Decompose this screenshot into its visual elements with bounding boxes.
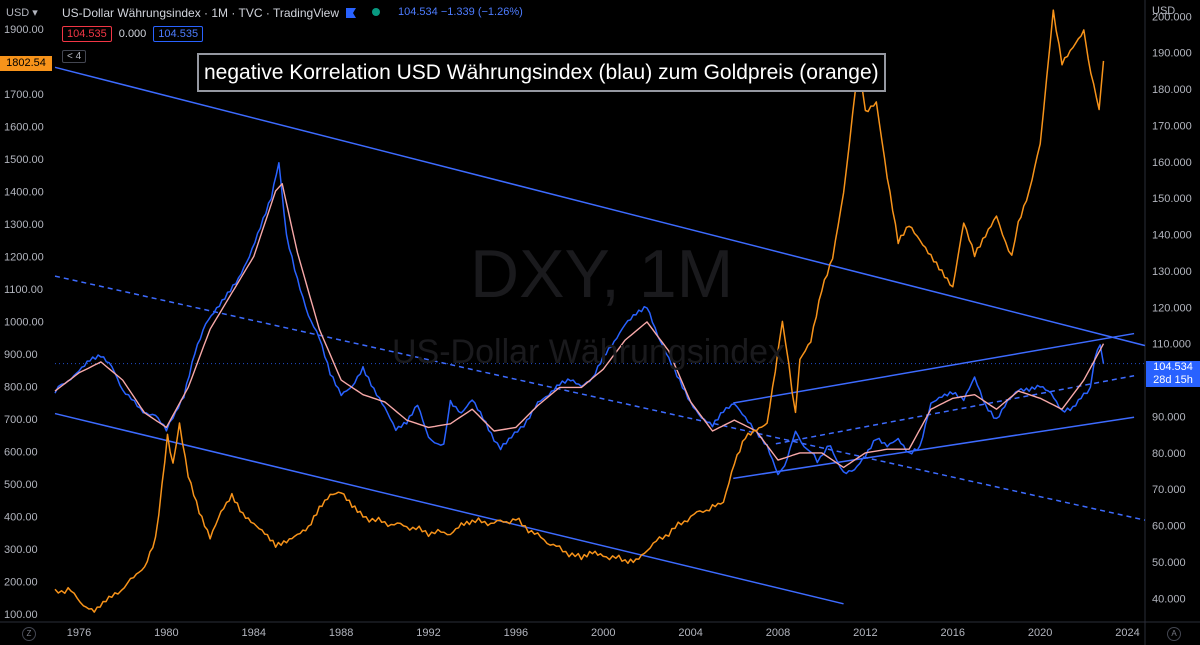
market-status-icon (372, 8, 380, 16)
left-tick-label: 1200.00 (4, 252, 44, 264)
flag-icon[interactable] (346, 8, 356, 18)
right-tick-label: 40.000 (1152, 593, 1186, 605)
time-tick-label: 1976 (67, 627, 91, 639)
right-tick-label: 160.000 (1152, 157, 1192, 169)
right-tick-label: 140.000 (1152, 230, 1192, 242)
left-tick-label: 400.00 (4, 511, 38, 523)
right-axis: 200.000 190.000 180.000 170.000 160.000 150.0… (1144, 0, 1192, 645)
left-tick-label: 1700.00 (4, 89, 44, 101)
right-tick-label: 60.000 (1152, 521, 1186, 533)
dxy-moving-average-line (54, 182, 1105, 469)
left-tick-label: 1400.00 (4, 187, 44, 199)
time-tick-label: 1992 (416, 627, 440, 639)
time-tick-label: 2012 (853, 627, 877, 639)
left-tick-label: 1500.00 (4, 154, 44, 166)
spread-value: 0.000 (118, 28, 147, 40)
time-tick-label: 2004 (678, 627, 702, 639)
right-tick-label: 50.000 (1152, 557, 1186, 569)
left-tick-label: 900.00 (4, 349, 38, 361)
auto-scale-icon[interactable]: A (1167, 627, 1181, 641)
dashed-trendline (54, 275, 1146, 521)
gold-price-label: 1802.54 (0, 56, 52, 71)
left-tick-label: 100.00 (4, 609, 38, 621)
time-tick-label: 1984 (242, 627, 266, 639)
annotation-box[interactable]: negative Korrelation USD Währungsindex (… (197, 53, 886, 92)
watermark-name: US-Dollar Währungsindex (392, 333, 786, 371)
left-tick-label: 300.00 (4, 544, 38, 556)
right-tick-label: 70.000 (1152, 484, 1186, 496)
left-tick-label: 800.00 (4, 382, 38, 394)
symbol-title[interactable]: US-Dollar Währungsindex · 1M · TVC · Tra… (62, 6, 339, 20)
dxy-line (54, 161, 1105, 476)
left-tick-label: 200.00 (4, 576, 38, 588)
right-tick-label: 180.000 (1152, 84, 1192, 96)
time-tick-label: 2008 (766, 627, 790, 639)
right-tick-label: 170.000 (1152, 120, 1192, 132)
gold-price-line (54, 9, 1105, 613)
left-tick-label: 1000.00 (4, 317, 44, 329)
watermark-symbol: DXY, 1M (470, 236, 734, 312)
right-tick-label: 200.000 (1152, 11, 1192, 23)
buy-button[interactable]: 104.535 (153, 26, 204, 42)
right-tick-label: 90.000 (1152, 411, 1186, 423)
bar-countdown: 28d 15h (1153, 374, 1193, 386)
right-tick-label: 110.000 (1152, 339, 1191, 351)
right-axis-unit: USD (1152, 5, 1176, 17)
left-tick-label: 1100.00 (4, 284, 43, 296)
trendline (733, 416, 1135, 480)
time-tick-label: 2024 (1115, 627, 1139, 639)
sell-button[interactable]: 104.535 (62, 26, 112, 42)
left-tick-label: 700.00 (4, 414, 38, 426)
zoom-icon[interactable]: Z (22, 627, 36, 641)
currency-selector[interactable]: USD ▾ (6, 7, 38, 19)
left-tick-label: 1900.00 (4, 24, 44, 36)
time-tick-label: 2016 (941, 627, 965, 639)
left-tick-label: 600.00 (4, 446, 38, 458)
trendline (54, 66, 1146, 347)
last-price-change: 104.534 −1.339 (−1.26%) (398, 6, 523, 18)
indicator-toggle-button[interactable]: ˂ 4 (62, 50, 87, 63)
left-axis: 1900.001800.001700.001600.001500.001400.… (4, 24, 44, 621)
right-tick-label: 190.000 (1152, 48, 1192, 60)
trendline (733, 332, 1135, 404)
time-tick-label: 2000 (591, 627, 615, 639)
left-tick-label: 1600.00 (4, 122, 44, 134)
right-tick-label: 130.000 (1152, 266, 1192, 278)
right-tick-label: 150.000 (1152, 193, 1192, 205)
time-tick-label: 1988 (329, 627, 353, 639)
dxy-price-label: 104.534 28d 15h (1146, 361, 1200, 387)
trendline (54, 412, 844, 605)
time-tick-label: 1996 (504, 627, 528, 639)
left-tick-label: 500.00 (4, 479, 38, 491)
time-axis: 1976 1980 1984 1988 1992 1996 2000 2004 2008 2012… (0, 621, 1200, 639)
time-tick-label: 1980 (154, 627, 178, 639)
trade-badges: 104.535 0.000 104.535 (62, 26, 204, 42)
dashed-trendline (775, 375, 1135, 445)
left-tick-label: 1300.00 (4, 219, 44, 231)
dxy-price-value: 104.534 (1153, 361, 1193, 373)
time-tick-label: 2020 (1028, 627, 1052, 639)
right-tick-label: 120.000 (1152, 302, 1192, 314)
right-tick-label: 80.000 (1152, 448, 1186, 460)
plot-area (54, 9, 1146, 613)
legend-header: USD ▾ US-Dollar Währungsindex · 1M · TVC… (0, 0, 1145, 26)
